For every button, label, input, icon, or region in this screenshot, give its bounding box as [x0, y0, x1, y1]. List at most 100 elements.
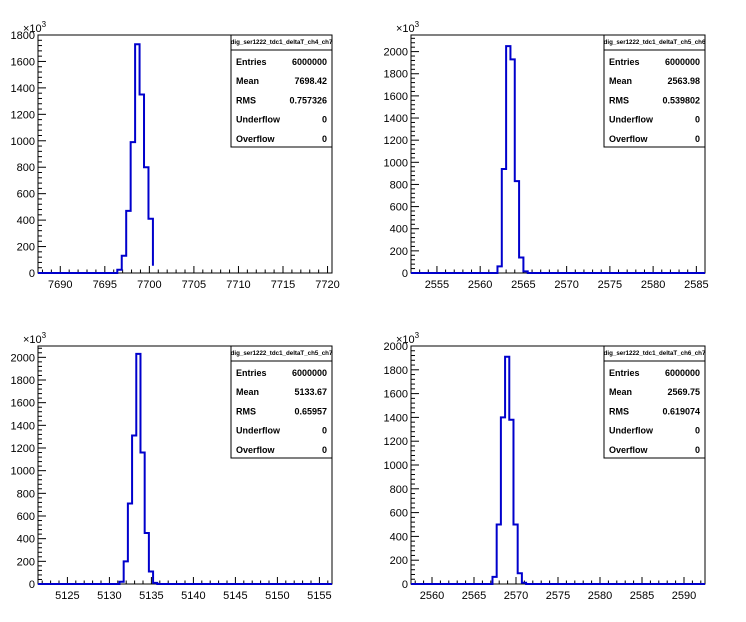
y-tick-label: 400 — [17, 215, 35, 227]
histogram-line — [411, 45, 705, 274]
y-tick-label: 600 — [390, 508, 408, 520]
stats-label: RMS — [609, 406, 629, 416]
histogram-bin — [122, 256, 126, 273]
histogram-bin — [506, 46, 510, 273]
stats-box-frame — [603, 345, 706, 459]
histogram-bin — [513, 525, 517, 585]
histogram-bin — [131, 142, 135, 273]
x-tick-label: 2575 — [546, 590, 570, 602]
stats-value: 0 — [322, 445, 327, 455]
x-tick-label: 5125 — [55, 590, 79, 602]
histogram-bin — [149, 572, 153, 584]
y-axis-multiplier: ×103 — [396, 331, 420, 346]
y-tick-label: 1200 — [384, 135, 408, 147]
y-tick-label: 800 — [17, 488, 35, 500]
histogram-bin — [519, 258, 523, 273]
x-tick-label: 2565 — [462, 590, 486, 602]
x-tick-label: 2555 — [425, 279, 449, 291]
histogram-bin — [117, 270, 121, 273]
histogram-panel-4: 2560 2565 2570 2575 2580 2585 2590 0 200 400 600 80… — [384, 331, 706, 602]
stats-value: 0 — [695, 445, 700, 455]
y-tick-label: 800 — [17, 162, 35, 174]
stats-label: Underflow — [609, 115, 654, 125]
stats-value: 0.757326 — [289, 95, 327, 105]
histogram-line — [38, 352, 332, 585]
histogram-bin — [144, 167, 148, 273]
histogram-bin — [140, 95, 144, 274]
stats-box-frame — [603, 34, 706, 148]
y-tick-label: 0 — [29, 268, 35, 280]
y-tick-label: 0 — [29, 579, 35, 591]
stats-label: Entries — [236, 368, 267, 378]
histogram-bin — [145, 533, 149, 584]
stats-value: 2569.75 — [667, 387, 700, 397]
y-tick-label: 800 — [390, 484, 408, 496]
histogram-bin — [510, 59, 514, 273]
y-tick-label: 1400 — [384, 412, 408, 424]
y-tick-label: 2000 — [384, 341, 408, 353]
x-tick-label: 2560 — [468, 279, 492, 291]
y-tick-label: 1200 — [384, 436, 408, 448]
y-tick-label: 600 — [17, 511, 35, 523]
y-tick-label: 1200 — [11, 109, 35, 121]
y-tick-label: 1400 — [11, 83, 35, 95]
y-tick-label: 1800 — [384, 365, 408, 377]
y-tick-label: 800 — [390, 179, 408, 191]
stats-value: 0 — [695, 426, 700, 436]
stats-box-frame — [230, 34, 333, 148]
stats-title: dig_ser1222_tdc1_deltaT_ch5_ch7 — [231, 350, 333, 357]
x-tick-label: 7700 — [137, 279, 161, 291]
stats-label: Overflow — [609, 445, 649, 455]
histogram-bin — [135, 44, 139, 273]
histogram-panel-3: 5125 5130 5135 5140 5145 5150 5155 0 200 400 600 80… — [11, 331, 333, 602]
histogram-bin — [505, 357, 509, 584]
x-tick-label: 2575 — [598, 279, 622, 291]
histogram-bin — [128, 504, 132, 584]
stats-box: dig_ser1222_tdc1_deltaT_ch4_ch7 Entries 60… — [230, 34, 333, 148]
y-axis-multiplier: ×103 — [23, 20, 47, 35]
y-tick-label: 400 — [390, 224, 408, 236]
histogram-bin — [132, 436, 136, 584]
y-tick-label: 1000 — [11, 136, 35, 148]
stats-label: RMS — [609, 95, 629, 105]
histogram-bin — [502, 169, 506, 273]
stats-value: 6000000 — [292, 368, 327, 378]
y-tick-label: 1400 — [384, 113, 408, 125]
stats-value: 5133.67 — [294, 387, 327, 397]
stats-label: Entries — [609, 368, 640, 378]
stats-title: dig_ser1222_tdc1_deltaT_ch4_ch7 — [231, 39, 333, 46]
stats-value: 0 — [322, 115, 327, 125]
y-tick-label: 200 — [390, 246, 408, 258]
stats-label: Mean — [609, 76, 632, 86]
stats-title: dig_ser1222_tdc1_deltaT_ch5_ch6 — [604, 39, 706, 46]
histogram-bin — [515, 181, 519, 273]
x-tick-label: 7690 — [48, 279, 72, 291]
histogram-bin — [119, 582, 123, 584]
y-tick-label: 600 — [390, 202, 408, 214]
stats-label: RMS — [236, 95, 256, 105]
x-tick-label: 2585 — [684, 279, 708, 291]
y-tick-label: 1800 — [11, 375, 35, 387]
stats-label: Overflow — [236, 445, 276, 455]
y-tick-label: 2000 — [384, 47, 408, 59]
stats-label: Entries — [609, 57, 640, 67]
stats-value: 0 — [322, 426, 327, 436]
y-tick-label: 600 — [17, 189, 35, 201]
x-tick-label: 2590 — [672, 590, 696, 602]
y-tick-label: 1000 — [11, 466, 35, 478]
x-tick-label: 5130 — [97, 590, 121, 602]
y-tick-label: 1600 — [11, 398, 35, 410]
y-tick-label: 1600 — [384, 91, 408, 103]
x-tick-label: 2570 — [554, 279, 578, 291]
y-tick-label: 200 — [17, 242, 35, 254]
histogram-bin — [497, 266, 501, 273]
histogram-bin — [148, 219, 152, 273]
histogram-bin — [518, 573, 522, 584]
y-tick-label: 1000 — [384, 157, 408, 169]
y-tick-label: 200 — [390, 555, 408, 567]
x-tick-label: 2570 — [504, 590, 528, 602]
stats-box: dig_ser1222_tdc1_deltaT_ch5_ch6 Entries 60… — [603, 34, 706, 148]
x-tick-label: 2585 — [630, 590, 654, 602]
y-tick-label: 1200 — [11, 443, 35, 455]
